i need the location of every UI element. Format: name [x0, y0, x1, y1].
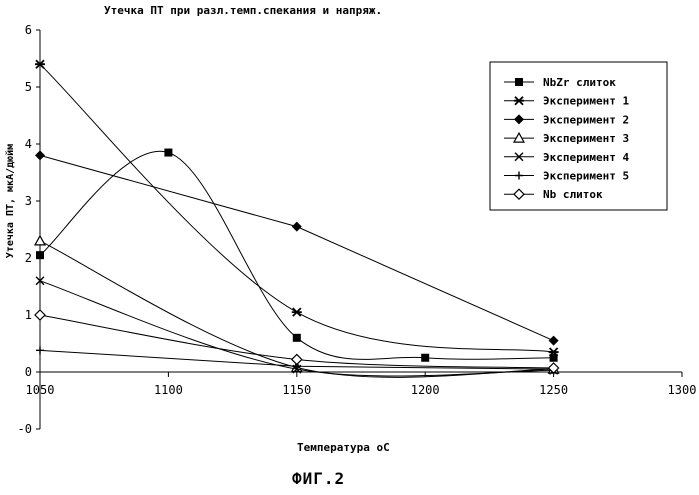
x-tick-label: 1250: [539, 383, 568, 397]
x-tick-label: 1200: [411, 383, 440, 397]
y-axis-label: Утечка ПТ, мкА/дюйм: [4, 144, 16, 258]
y-tick-label: 4: [25, 137, 32, 151]
y-tick-label: 5: [25, 80, 32, 94]
data-point: [549, 336, 559, 346]
x-axis-label: Температура oC: [297, 441, 390, 454]
legend-label: NbZr слиток: [543, 76, 616, 89]
data-point: [292, 354, 302, 364]
x-tick-label: 1050: [26, 383, 55, 397]
series-3: [35, 150, 559, 345]
legend-label: Эксперимент 1: [543, 95, 629, 108]
data-point: [35, 150, 45, 160]
series-line: [40, 64, 554, 352]
legend: NbZr слиток Эксперимент 1 Эксперимент 2 Экс…: [490, 62, 667, 210]
y-tick-label: 6: [25, 23, 32, 37]
data-point: [293, 334, 301, 342]
x-tick-label: 1300: [668, 383, 697, 397]
data-point: [292, 308, 302, 316]
data-point: [292, 222, 302, 232]
data-point: [35, 236, 45, 245]
legend-marker: [515, 78, 523, 86]
series-line: [40, 151, 554, 359]
figure-label: ФИГ.2: [292, 469, 345, 488]
data-point: [421, 354, 429, 362]
legend-label: Nb слиток: [543, 188, 603, 201]
x-tick-label: 1100: [154, 383, 183, 397]
x-tick-label: 1150: [282, 383, 311, 397]
y-tick-label: 2: [25, 251, 32, 265]
data-point: [164, 149, 172, 157]
legend-label: Эксперимент 3: [543, 132, 629, 145]
y-tick-label: 0: [25, 365, 32, 379]
legend-label: Эксперимент 5: [543, 170, 629, 183]
data-point: [36, 251, 44, 259]
y-tick-label: -0: [18, 422, 32, 436]
legend-label: Эксперимент 4: [543, 151, 629, 164]
legend-label: Эксперимент 2: [543, 113, 629, 126]
data-point: [36, 346, 44, 354]
data-point: [35, 310, 45, 320]
y-tick-label: 3: [25, 194, 32, 208]
series-layer: [35, 60, 559, 377]
series-2: [35, 60, 559, 356]
y-tick-label: 1: [25, 308, 32, 322]
